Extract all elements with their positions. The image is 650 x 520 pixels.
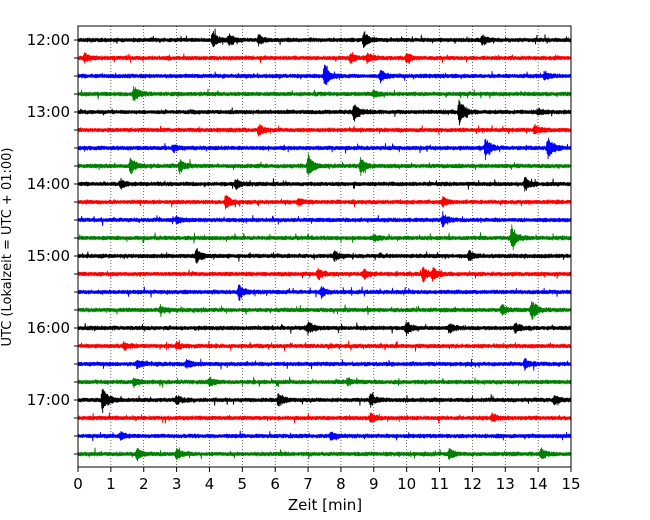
x-tick-label: 9 xyxy=(369,475,379,493)
x-tick-label: 3 xyxy=(172,475,182,493)
x-tick-label: 0 xyxy=(73,475,83,493)
y-tick-label: 17:00 xyxy=(27,391,70,409)
x-axis-label: Zeit [min] xyxy=(288,496,362,514)
x-tick-label: 4 xyxy=(205,475,215,493)
y-tick-label: 14:00 xyxy=(27,175,70,193)
x-tick-label: 5 xyxy=(238,475,248,493)
x-tick-label: 11 xyxy=(430,475,449,493)
x-tick-label: 15 xyxy=(561,475,580,493)
y-tick-label: 13:00 xyxy=(27,103,70,121)
x-tick-label: 10 xyxy=(397,475,416,493)
x-tick-label: 14 xyxy=(529,475,548,493)
trace-1345 xyxy=(77,153,572,176)
y-axis-label: UTC (Lokalzeit = UTC + 01:00) xyxy=(0,148,15,347)
x-tick-label: 1 xyxy=(106,475,116,493)
x-tick-label: 2 xyxy=(139,475,149,493)
trace-1700 xyxy=(77,388,572,414)
y-tick-label: 16:00 xyxy=(27,319,70,337)
trace-1330 xyxy=(77,137,572,161)
x-tick-label: 13 xyxy=(496,475,515,493)
x-tick-label: 8 xyxy=(336,475,346,493)
x-tick-label: 12 xyxy=(463,475,482,493)
x-tick-label: 6 xyxy=(270,475,280,493)
x-axis: 0 1 2 3 4 5 6 7 8 9 10 11 12 13 14 15 xyxy=(73,467,581,493)
y-tick-label: 12:00 xyxy=(27,31,70,49)
trace-1200 xyxy=(77,28,572,49)
y-axis: 12:00 13:00 14:00 15:00 16:00 17:00 xyxy=(27,31,78,455)
y-tick-label: 15:00 xyxy=(27,247,70,265)
trace-1230 xyxy=(77,64,572,85)
trace-group xyxy=(77,28,572,462)
x-tick-label: 7 xyxy=(303,475,313,493)
plot-frame xyxy=(77,25,572,468)
